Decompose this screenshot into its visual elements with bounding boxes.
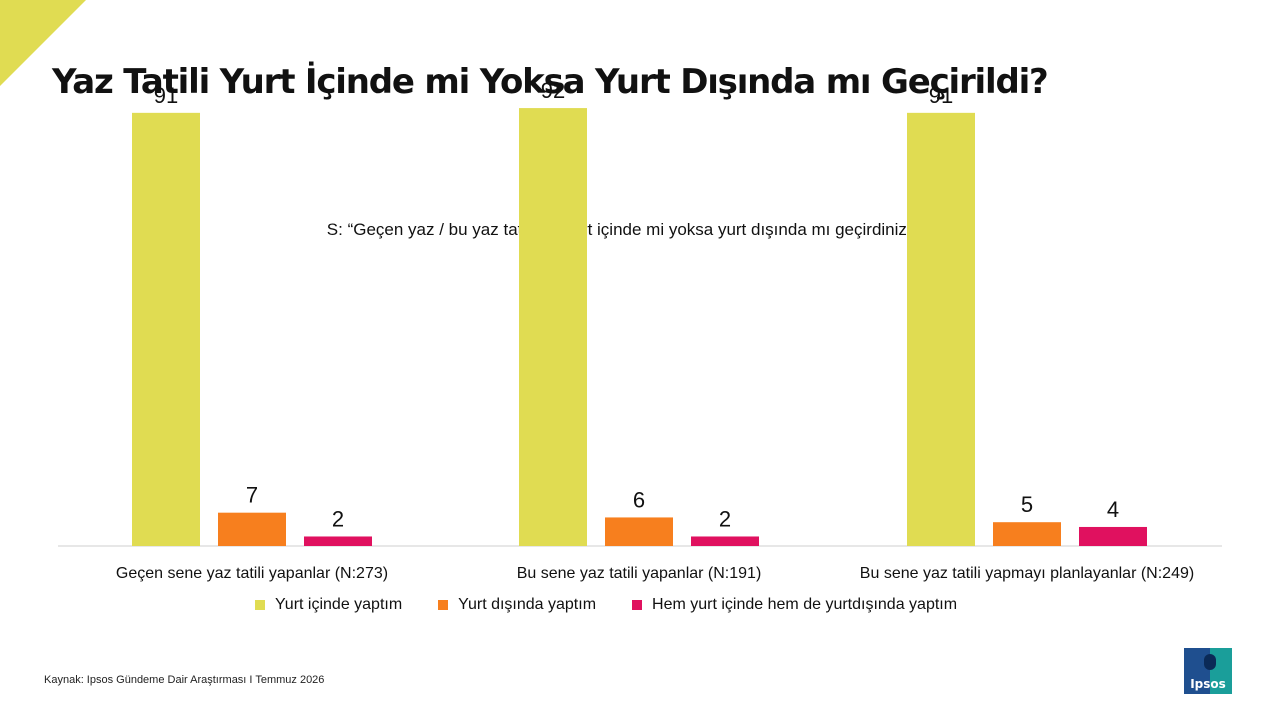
data-label-1-2: 7 xyxy=(246,483,258,508)
bar-3-2 xyxy=(993,522,1061,546)
bar-1-1 xyxy=(132,112,200,546)
bar-2-2 xyxy=(605,517,673,546)
data-label-1-1: 91 xyxy=(154,83,178,108)
bar-1-3 xyxy=(304,536,372,546)
legend-label: Yurt dışında yaptım xyxy=(458,596,597,613)
data-label-2-1: 92 xyxy=(541,78,565,103)
data-label-3-1: 91 xyxy=(929,83,953,108)
category-label-1: Geçen sene yaz tatili yapanlar (N:273) xyxy=(116,565,388,582)
bar-1-2 xyxy=(218,512,286,546)
data-label-2-3: 2 xyxy=(719,506,731,531)
bar-2-3 xyxy=(691,536,759,546)
bar-3-1 xyxy=(907,112,975,546)
logo-mark xyxy=(1204,654,1216,670)
category-label-3: Bu sene yaz tatili yapmayı planlayanlar … xyxy=(860,565,1194,582)
legend-swatch xyxy=(255,600,265,610)
data-label-1-3: 2 xyxy=(332,506,344,531)
bar-2-1 xyxy=(519,108,587,546)
chart-question: S: “Geçen yaz / bu yaz tatilinizi yurt i… xyxy=(326,220,954,239)
legend-swatch xyxy=(632,600,643,610)
corner-accent xyxy=(0,0,86,86)
legend-item-2: Yurt dışında yaptım xyxy=(438,596,596,614)
legend-label: Hem yurt içinde hem de yurtdışında yaptı… xyxy=(652,596,958,613)
legend-label: Yurt içinde yaptım xyxy=(275,596,403,613)
logo-text: Ipsos xyxy=(1190,677,1226,691)
source-note: Kaynak: Ipsos Gündeme Dair Araştırması I… xyxy=(44,674,325,686)
bar-3-3 xyxy=(1079,526,1147,546)
data-label-3-2: 5 xyxy=(1021,492,1033,517)
legend-item-3: Hem yurt içinde hem de yurtdışında yaptı… xyxy=(632,596,957,614)
ipsos-logo: Ipsos xyxy=(1184,648,1232,694)
legend-item-1: Yurt içinde yaptım xyxy=(255,596,402,614)
data-label-2-2: 6 xyxy=(633,487,645,512)
category-label-2: Bu sene yaz tatili yapanlar (N:191) xyxy=(517,565,762,582)
legend-swatch xyxy=(438,600,449,610)
data-label-3-3: 4 xyxy=(1107,497,1119,522)
chart-legend: Yurt içinde yaptım Yurt dışında yaptım Hem… xyxy=(255,596,957,614)
page-title: Yaz Tatili Yurt İçinde mi Yoksa Yurt Dış… xyxy=(52,62,1049,102)
